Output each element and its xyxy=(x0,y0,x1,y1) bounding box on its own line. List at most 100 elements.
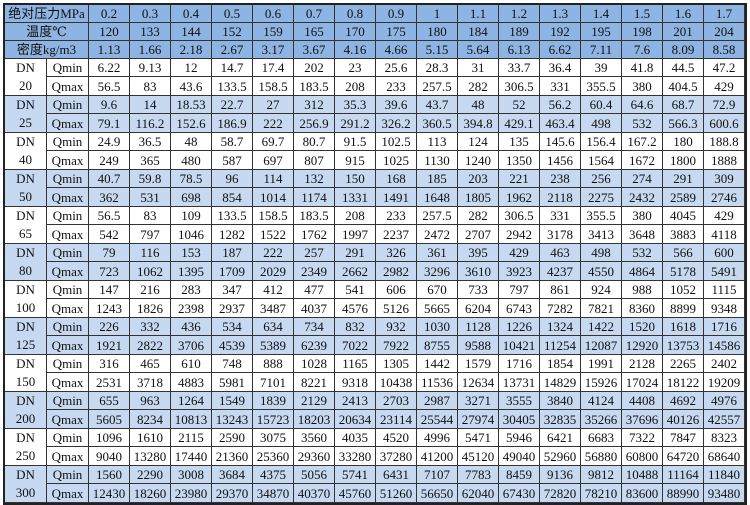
dn-label: DN xyxy=(5,318,47,336)
table-row: DN Qmin 79 116 153 187 222 257 291 326 361 395 429 46… xyxy=(5,244,745,262)
qmin-value: 36.4 xyxy=(540,59,581,77)
pressure-cell: 0.5 xyxy=(212,5,253,23)
qmin-value: 1422 xyxy=(581,318,622,336)
qmin-value: 185 xyxy=(417,170,458,188)
qmin-value: 4996 xyxy=(417,429,458,447)
qmax-value: 60800 xyxy=(622,447,663,466)
qmax-value: 13731 xyxy=(499,373,540,392)
qmin-value: 158.5 xyxy=(253,207,294,225)
table-row: DN Qmin 147 216 283 347 412 477 541 606 670 733 797 8… xyxy=(5,281,745,299)
qmax-value: 1014 xyxy=(253,188,294,207)
qmax-label: Qmax xyxy=(47,299,89,318)
qmin-value: 47.2 xyxy=(704,59,745,77)
qmin-value: 168 xyxy=(376,170,417,188)
qmax-value: 14829 xyxy=(540,373,581,392)
qmin-value: 1991 xyxy=(581,355,622,373)
qmax-value: 2118 xyxy=(540,188,581,207)
qmax-value: 56650 xyxy=(417,484,458,503)
qmin-value: 1028 xyxy=(294,355,335,373)
table-row: 40 Qmax 249 365 480 587 697 807 915 1025 1130 1240 1… xyxy=(5,151,745,170)
qmax-value: 360.5 xyxy=(417,114,458,133)
qmax-value: 362 xyxy=(89,188,130,207)
qmin-value: 2402 xyxy=(704,355,745,373)
qmin-value: 2590 xyxy=(212,429,253,447)
qmax-value: 257.5 xyxy=(417,77,458,96)
qmax-value: 2237 xyxy=(376,225,417,244)
table-row: 50 Qmax 362 531 698 854 1014 1174 1331 1491 1648 18… xyxy=(5,188,745,207)
qmin-value: 6683 xyxy=(581,429,622,447)
qmin-value: 291 xyxy=(663,170,704,188)
qmin-value: 1264 xyxy=(171,392,212,410)
qmin-value: 316 xyxy=(89,355,130,373)
qmax-value: 807 xyxy=(294,151,335,170)
qmax-value: 79.1 xyxy=(89,114,130,133)
qmax-value: 32835 xyxy=(540,410,581,429)
qmin-value: 963 xyxy=(130,392,171,410)
qmin-value: 221 xyxy=(499,170,540,188)
qmax-value: 52960 xyxy=(540,447,581,466)
qmax-value: 29370 xyxy=(212,484,253,503)
temperature-cell: 180 xyxy=(417,23,458,41)
qmin-value: 3840 xyxy=(540,392,581,410)
qmin-value: 187 xyxy=(212,244,253,262)
qmin-value: 4976 xyxy=(704,392,745,410)
qmin-value: 932 xyxy=(376,318,417,336)
qmax-value: 186.9 xyxy=(212,114,253,133)
qmin-value: 133.5 xyxy=(212,207,253,225)
qmin-value: 203 xyxy=(458,170,499,188)
qmin-value: 331 xyxy=(540,207,581,225)
qmin-value: 5946 xyxy=(499,429,540,447)
temperature-cell: 144 xyxy=(171,23,212,41)
temperature-cell: 165 xyxy=(294,23,335,41)
qmax-value: 2937 xyxy=(212,299,253,318)
qmin-value: 347 xyxy=(212,281,253,299)
dn-label: DN xyxy=(5,466,47,484)
qmin-value: 463 xyxy=(540,244,581,262)
temperature-cell: 159 xyxy=(253,23,294,41)
qmax-value: 4118 xyxy=(704,225,745,244)
qmax-value: 1350 xyxy=(499,151,540,170)
qmax-value: 18260 xyxy=(130,484,171,503)
qmax-value: 8899 xyxy=(663,299,704,318)
qmax-value: 17024 xyxy=(622,373,663,392)
qmin-value: 31 xyxy=(458,59,499,77)
qmin-value: 291 xyxy=(335,244,376,262)
qmin-value: 355.5 xyxy=(581,207,622,225)
qmax-value: 11536 xyxy=(417,373,458,392)
qmax-value: 12920 xyxy=(622,336,663,355)
qmin-value: 1052 xyxy=(663,281,704,299)
dn-size: 200 xyxy=(5,410,47,429)
table-row: DN Qmin 24.9 36.5 48 58.7 69.7 80.7 91.5 102.5 113… xyxy=(5,133,745,151)
temperature-cell: 133 xyxy=(130,23,171,41)
qmax-value: 9040 xyxy=(89,447,130,466)
qmax-value: 7922 xyxy=(376,336,417,355)
qmin-value: 35.3 xyxy=(335,96,376,114)
qmin-value: 4124 xyxy=(581,392,622,410)
dn-size: 150 xyxy=(5,373,47,392)
qmax-value: 158.5 xyxy=(253,77,294,96)
temperature-cell: 170 xyxy=(335,23,376,41)
qmax-value: 854 xyxy=(212,188,253,207)
temperature-cell: 198 xyxy=(622,23,663,41)
qmax-value: 208 xyxy=(335,77,376,96)
qmin-value: 541 xyxy=(335,281,376,299)
qmax-value: 12430 xyxy=(89,484,130,503)
qmax-value: 463.4 xyxy=(540,114,581,133)
flow-range-table: 绝对压力MPa 0.2 0.3 0.4 0.5 0.6 0.7 0.8 0.9 1 1.1 1.2 1.… xyxy=(3,3,747,505)
pressure-cell: 0.3 xyxy=(130,5,171,23)
pressure-cell: 1.4 xyxy=(581,5,622,23)
qmin-value: 1716 xyxy=(704,318,745,336)
qmin-value: 429 xyxy=(704,207,745,225)
qmin-value: 256 xyxy=(581,170,622,188)
qmax-value: 2707 xyxy=(458,225,499,244)
qmax-value: 40126 xyxy=(663,410,704,429)
qmax-value: 4576 xyxy=(335,299,376,318)
qmax-value: 21360 xyxy=(212,447,253,466)
qmax-value: 35266 xyxy=(581,410,622,429)
pressure-cell: 1.3 xyxy=(540,5,581,23)
dn-label: DN xyxy=(5,355,47,373)
pressure-cell: 1.5 xyxy=(622,5,663,23)
qmin-value: 1520 xyxy=(622,318,663,336)
qmax-value: 1921 xyxy=(89,336,130,355)
qmin-value: 7322 xyxy=(622,429,663,447)
